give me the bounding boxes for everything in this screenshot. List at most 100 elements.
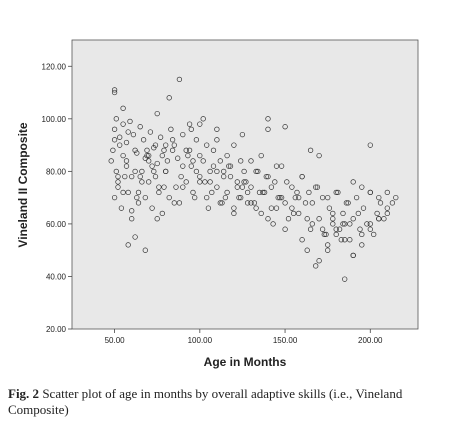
data-point — [166, 95, 172, 101]
data-point — [265, 173, 271, 180]
data-point — [347, 237, 353, 243]
data-point — [120, 189, 126, 196]
scatter-figure: 50.00 100.00 150.00 200.00 20.00 40.00 60.00 8… — [16, 39, 419, 369]
data-point — [258, 210, 264, 217]
data-point — [336, 226, 343, 232]
data-point — [268, 205, 275, 211]
data-point — [304, 247, 310, 253]
data-point — [214, 137, 220, 143]
data-point — [157, 134, 164, 140]
data-point — [244, 200, 251, 206]
data-point — [146, 158, 152, 164]
data-point — [111, 137, 118, 143]
data-point — [137, 124, 143, 130]
data-point — [193, 168, 200, 175]
data-point — [325, 247, 331, 253]
caption-label: Fig. 2 — [8, 386, 40, 401]
data-point — [180, 163, 186, 169]
data-point — [236, 194, 242, 201]
data-point — [205, 205, 212, 211]
data-points — [108, 76, 399, 282]
data-point — [360, 205, 367, 211]
data-point — [227, 173, 234, 180]
y-axis-ticks: 20.00 40.00 60.00 80.00 100.00 120.00 — [42, 62, 72, 334]
y-tick-label: 40.00 — [46, 272, 67, 281]
data-point — [234, 184, 240, 190]
data-point — [345, 200, 351, 206]
data-point — [188, 126, 194, 132]
data-point — [156, 184, 162, 190]
data-point — [309, 200, 315, 206]
data-point — [169, 137, 176, 143]
data-point — [175, 155, 181, 161]
data-point — [342, 221, 348, 227]
data-point — [275, 194, 281, 201]
data-point — [147, 129, 154, 135]
data-point — [342, 237, 348, 243]
data-point — [123, 158, 130, 164]
data-point — [113, 168, 119, 175]
data-point — [248, 200, 254, 206]
data-point — [304, 216, 310, 222]
data-point — [224, 152, 230, 159]
data-point — [294, 189, 300, 196]
data-point — [367, 226, 373, 232]
data-point — [342, 276, 348, 282]
data-point — [248, 184, 254, 190]
data-point — [330, 210, 336, 217]
data-point — [168, 126, 174, 132]
data-point — [221, 168, 227, 175]
data-point — [152, 142, 159, 148]
data-point — [219, 200, 225, 206]
data-point — [231, 205, 237, 211]
data-point — [190, 189, 196, 196]
data-point — [134, 194, 140, 201]
data-point — [273, 163, 280, 169]
data-point — [393, 194, 399, 201]
data-point — [183, 179, 189, 185]
data-point — [163, 142, 169, 148]
data-point — [164, 158, 171, 164]
data-point — [209, 189, 215, 196]
data-point — [149, 163, 155, 169]
data-point — [238, 158, 244, 164]
data-point — [340, 210, 346, 217]
data-point — [200, 158, 206, 164]
data-point — [137, 173, 143, 180]
data-point — [154, 110, 160, 117]
data-point — [142, 155, 148, 161]
data-point — [343, 200, 350, 206]
data-point — [353, 194, 360, 201]
data-point — [384, 210, 390, 217]
data-point — [214, 184, 220, 190]
data-point — [190, 158, 196, 164]
data-point — [231, 142, 237, 148]
data-point — [188, 163, 194, 169]
data-point — [207, 168, 213, 175]
data-point — [357, 226, 363, 232]
data-point — [313, 184, 319, 190]
data-point — [180, 184, 186, 190]
data-point — [307, 147, 314, 153]
data-point — [146, 152, 152, 159]
x-tick-label: 150.00 — [273, 336, 298, 345]
y-tick-label: 100.00 — [42, 115, 67, 124]
data-point — [166, 194, 172, 201]
data-point — [265, 126, 271, 132]
data-point — [255, 168, 261, 175]
data-point — [307, 226, 314, 232]
data-point — [139, 179, 145, 185]
data-point — [151, 168, 157, 175]
data-point — [256, 189, 263, 196]
data-point — [364, 221, 370, 227]
data-point — [277, 194, 283, 201]
data-point — [268, 184, 275, 190]
data-point — [323, 231, 329, 238]
data-point — [326, 205, 333, 211]
y-tick-label: 60.00 — [46, 220, 67, 229]
x-axis-ticks: 50.00 100.00 150.00 200.00 — [105, 329, 383, 345]
data-point — [149, 205, 155, 211]
data-point — [173, 184, 179, 190]
data-point — [316, 152, 322, 159]
data-point — [316, 258, 322, 264]
